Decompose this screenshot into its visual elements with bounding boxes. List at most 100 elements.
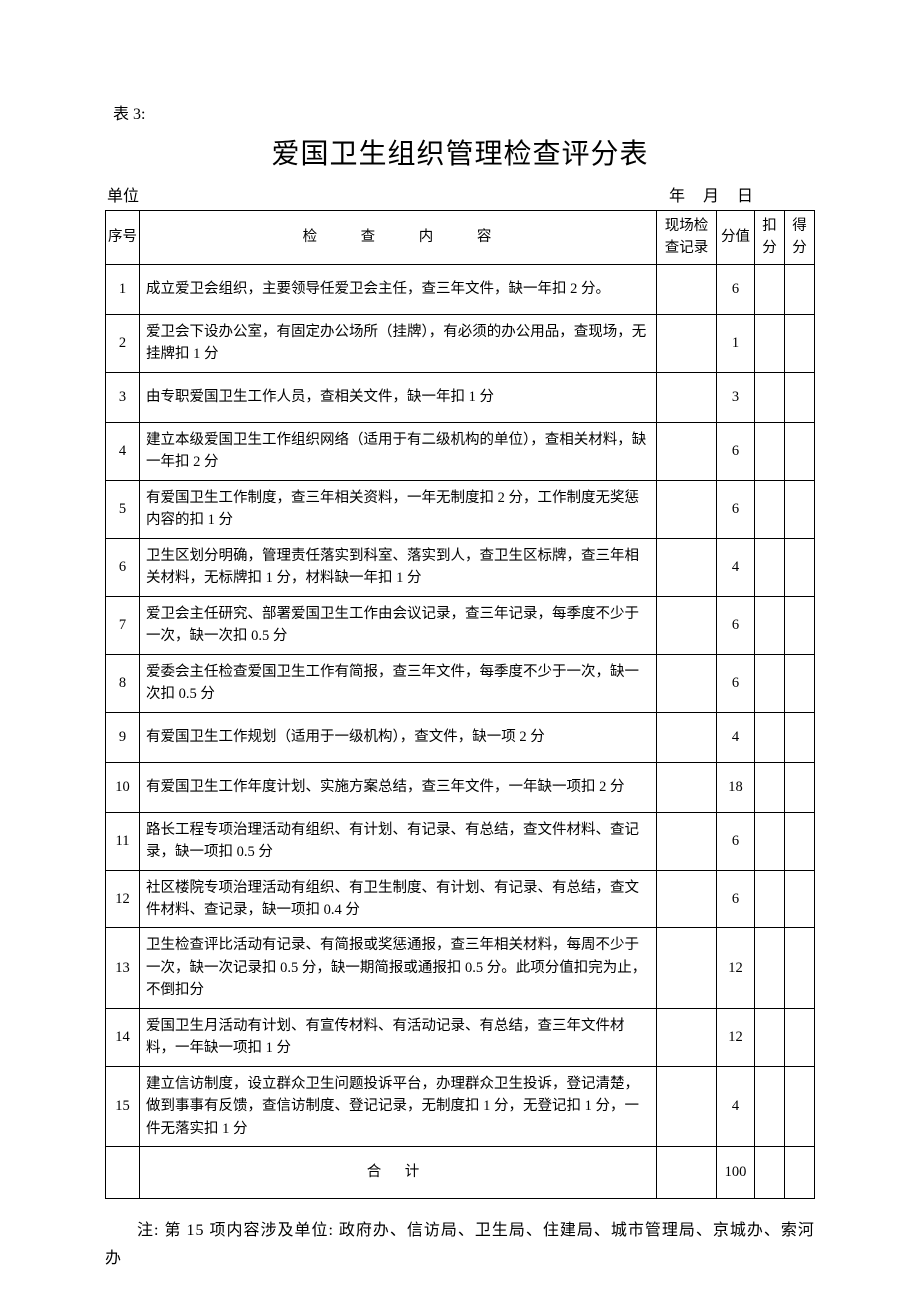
header-score: 得分	[785, 211, 815, 265]
table-row: 9有爱国卫生工作规划（适用于一级机构），查文件，缺一项 2 分 4	[106, 712, 815, 762]
unit-label: 单位	[107, 182, 669, 206]
row-deduct	[755, 596, 785, 654]
row-value: 6	[717, 596, 755, 654]
row-num: 14	[106, 1008, 140, 1066]
row-score	[785, 596, 815, 654]
row-record	[657, 870, 717, 928]
row-score	[785, 538, 815, 596]
row-value: 1	[717, 314, 755, 372]
row-score	[785, 264, 815, 314]
row-num: 5	[106, 480, 140, 538]
row-deduct	[755, 762, 785, 812]
row-record	[657, 264, 717, 314]
row-content: 建立信访制度，设立群众卫生问题投诉平台，办理群众卫生投诉，登记清楚，做到事事有反…	[140, 1066, 657, 1146]
total-record	[657, 1147, 717, 1198]
total-value: 100	[717, 1147, 755, 1198]
table-row: 8爱委会主任检查爱国卫生工作有简报，查三年文件，每季度不少于一次，缺一次扣 0.…	[106, 654, 815, 712]
row-record	[657, 654, 717, 712]
row-score	[785, 314, 815, 372]
row-content: 建立本级爱国卫生工作组织网络（适用于有二级机构的单位），查相关材料，缺一年扣 2…	[140, 422, 657, 480]
total-label: 合 计	[140, 1147, 657, 1198]
row-deduct	[755, 1008, 785, 1066]
row-content: 社区楼院专项治理活动有组织、有卫生制度、有计划、有记录、有总结，查文件材料、查记…	[140, 870, 657, 928]
row-num: 3	[106, 372, 140, 422]
day-label: 日	[737, 182, 753, 206]
table-row: 7爱卫会主任研究、部署爱国卫生工作由会议记录，查三年记录，每季度不少于一次，缺一…	[106, 596, 815, 654]
table-header-row: 序号 检 查 内 容 现场检查记录 分值 扣分 得分	[106, 211, 815, 265]
row-num: 15	[106, 1066, 140, 1146]
row-record	[657, 480, 717, 538]
row-record	[657, 762, 717, 812]
row-content: 有爱国卫生工作制度，查三年相关资料，一年无制度扣 2 分，工作制度无奖惩内容的扣…	[140, 480, 657, 538]
row-score	[785, 1008, 815, 1066]
row-num: 12	[106, 870, 140, 928]
row-score	[785, 928, 815, 1008]
row-deduct	[755, 712, 785, 762]
row-value: 4	[717, 712, 755, 762]
table-row: 11路长工程专项治理活动有组织、有计划、有记录、有总结，查文件材料、查记录，缺一…	[106, 812, 815, 870]
row-num: 13	[106, 928, 140, 1008]
row-content: 有爱国卫生工作规划（适用于一级机构），查文件，缺一项 2 分	[140, 712, 657, 762]
row-content: 爱卫会主任研究、部署爱国卫生工作由会议记录，查三年记录，每季度不少于一次，缺一次…	[140, 596, 657, 654]
row-deduct	[755, 314, 785, 372]
row-num: 9	[106, 712, 140, 762]
row-value: 12	[717, 928, 755, 1008]
row-record	[657, 314, 717, 372]
row-num: 10	[106, 762, 140, 812]
row-content: 卫生区划分明确，管理责任落实到科室、落实到人，查卫生区标牌，查三年相关材料，无标…	[140, 538, 657, 596]
row-content: 爱国卫生月活动有计划、有宣传材料、有活动记录、有总结，查三年文件材料，一年缺一项…	[140, 1008, 657, 1066]
row-record	[657, 372, 717, 422]
row-num: 1	[106, 264, 140, 314]
table-row: 1成立爱卫会组织，主要领导任爱卫会主任，查三年文件，缺一年扣 2 分。6	[106, 264, 815, 314]
row-num: 11	[106, 812, 140, 870]
table-row: 14爱国卫生月活动有计划、有宣传材料、有活动记录、有总结，查三年文件材料，一年缺…	[106, 1008, 815, 1066]
row-value: 4	[717, 1066, 755, 1146]
row-content: 路长工程专项治理活动有组织、有计划、有记录、有总结，查文件材料、查记录，缺一项扣…	[140, 812, 657, 870]
table-row: 15建立信访制度，设立群众卫生问题投诉平台，办理群众卫生投诉，登记清楚，做到事事…	[106, 1066, 815, 1146]
row-record	[657, 1066, 717, 1146]
row-num: 2	[106, 314, 140, 372]
total-score	[785, 1147, 815, 1198]
row-content: 卫生检查评比活动有记录、有简报或奖惩通报，查三年相关材料，每周不少于一次，缺一次…	[140, 928, 657, 1008]
header-num: 序号	[106, 211, 140, 265]
table-row: 4建立本级爱国卫生工作组织网络（适用于有二级机构的单位），查相关材料，缺一年扣 …	[106, 422, 815, 480]
header-record: 现场检查记录	[657, 211, 717, 265]
row-score	[785, 480, 815, 538]
row-content: 有爱国卫生工作年度计划、实施方案总结，查三年文件，一年缺一项扣 2 分	[140, 762, 657, 812]
row-deduct	[755, 372, 785, 422]
row-score	[785, 712, 815, 762]
footnote: 注: 第 15 项内容涉及单位: 政府办、信访局、卫生局、住建局、城市管理局、京…	[105, 1217, 815, 1275]
row-record	[657, 538, 717, 596]
table-row: 5有爱国卫生工作制度，查三年相关资料，一年无制度扣 2 分，工作制度无奖惩内容的…	[106, 480, 815, 538]
page-title: 爱国卫生组织管理检查评分表	[105, 132, 815, 172]
total-deduct	[755, 1147, 785, 1198]
row-num: 4	[106, 422, 140, 480]
row-deduct	[755, 264, 785, 314]
row-value: 12	[717, 1008, 755, 1066]
row-value: 18	[717, 762, 755, 812]
header-value: 分值	[717, 211, 755, 265]
table-row: 10有爱国卫生工作年度计划、实施方案总结，查三年文件，一年缺一项扣 2 分 18	[106, 762, 815, 812]
table-row: 3由专职爱国卫生工作人员，查相关文件，缺一年扣 1 分3	[106, 372, 815, 422]
row-record	[657, 812, 717, 870]
scoring-table: 序号 检 查 内 容 现场检查记录 分值 扣分 得分 1成立爱卫会组织，主要领导…	[105, 210, 815, 1199]
table-row: 13卫生检查评比活动有记录、有简报或奖惩通报，查三年相关材料，每周不少于一次，缺…	[106, 928, 815, 1008]
row-deduct	[755, 812, 785, 870]
row-deduct	[755, 1066, 785, 1146]
row-deduct	[755, 654, 785, 712]
table-row: 12社区楼院专项治理活动有组织、有卫生制度、有计划、有记录、有总结，查文件材料、…	[106, 870, 815, 928]
meta-line: 单位 年 月 日	[105, 182, 815, 206]
row-record	[657, 1008, 717, 1066]
row-score	[785, 762, 815, 812]
row-value: 6	[717, 422, 755, 480]
row-record	[657, 422, 717, 480]
row-score	[785, 422, 815, 480]
row-deduct	[755, 928, 785, 1008]
year-label: 年	[669, 182, 685, 206]
row-record	[657, 712, 717, 762]
header-deduct: 扣分	[755, 211, 785, 265]
row-score	[785, 812, 815, 870]
row-record	[657, 596, 717, 654]
row-value: 6	[717, 654, 755, 712]
row-num: 6	[106, 538, 140, 596]
